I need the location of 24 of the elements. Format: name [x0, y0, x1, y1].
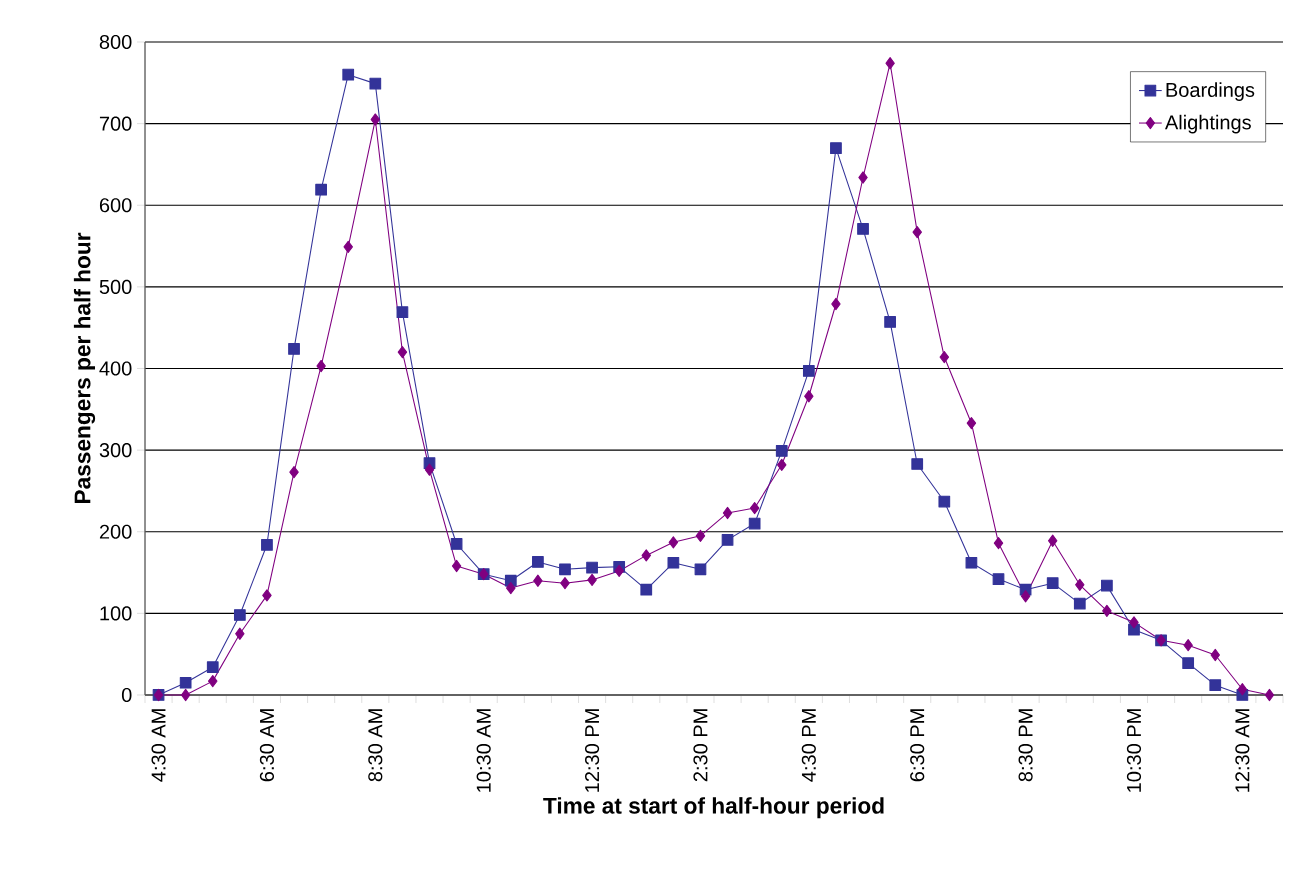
x-tick-label: 12:30 AM	[1235, 709, 1250, 792]
y-tick-label: 0	[121, 687, 132, 703]
x-tick-label: 8:30 AM	[368, 709, 383, 782]
x-axis-title: Time at start of half-hour period	[543, 797, 884, 819]
x-tick-label: 8:30 PM	[1018, 709, 1033, 782]
x-tick-label: 12:30 PM	[584, 709, 600, 792]
y-tick-label: 400	[99, 361, 132, 376]
x-tick-label: 4:30 AM	[151, 709, 166, 782]
x-tick-label: 4:30 PM	[801, 709, 816, 782]
y-tick-label: 700	[99, 116, 132, 131]
legend-label: Alightings	[1164, 114, 1251, 134]
y-tick-label: 100	[100, 606, 132, 621]
x-tick-label: 10:30 AM	[476, 709, 491, 792]
y-tick-label: 500	[99, 279, 132, 294]
x-tick-label: 6:30 AM	[259, 709, 275, 782]
legend-label: Boardings	[1166, 82, 1255, 101]
y-tick-label: 800	[99, 34, 132, 50]
x-tick-label: 6:30 PM	[910, 709, 925, 782]
x-tick-label: 10:30 PM	[1126, 709, 1142, 792]
y-tick-label: 600	[99, 198, 132, 213]
y-axis-title: Passengers per half hour	[73, 232, 96, 504]
y-tick-label: 300	[99, 443, 132, 458]
x-tick-label: 2:30 PM	[693, 709, 708, 782]
y-tick-label: 200	[99, 524, 132, 539]
